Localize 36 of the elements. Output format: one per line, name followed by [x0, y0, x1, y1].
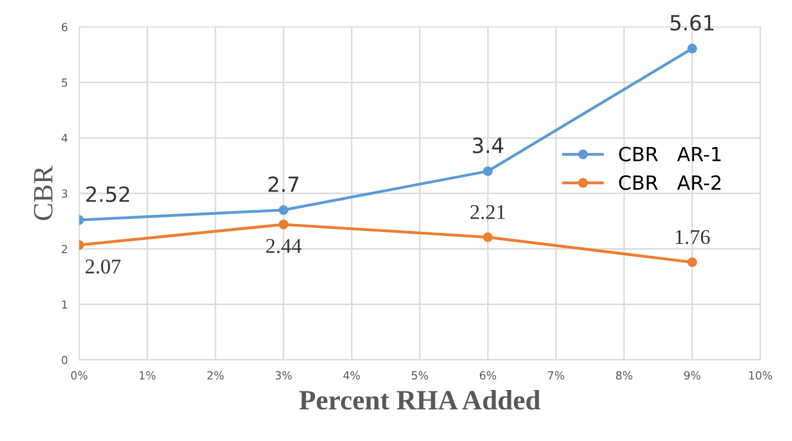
point	[483, 232, 493, 242]
x-tick-label: 2%	[207, 371, 224, 380]
y-tick-label: 6	[62, 22, 68, 32]
x-axis-title: Percent RHA Added	[299, 390, 540, 410]
y-tick-label: 0	[62, 356, 68, 364]
data-label: 2.7	[268, 176, 298, 192]
y-axis-title: CBR	[34, 166, 53, 220]
point	[687, 257, 698, 268]
data-label: 2.52	[86, 186, 130, 202]
x-tick-label: 9%	[684, 371, 700, 380]
x-tick-label: 7%	[548, 371, 564, 380]
data-label: 2.21	[470, 205, 505, 220]
y-tick-label: 5	[62, 78, 68, 87]
x-tick-label: 10%	[749, 371, 772, 380]
y-tick-label: 2	[62, 244, 67, 254]
data-label: 5.61	[670, 14, 714, 31]
legend-label: CBR AR-2	[619, 175, 720, 190]
x-tick-label: 5%	[412, 371, 428, 380]
data-label: 2.07	[86, 259, 121, 274]
y-tick-label: 3	[62, 189, 68, 198]
y-tick-label: 4	[62, 134, 68, 142]
data-label: 1.76	[676, 230, 710, 244]
y-tick-label: 1	[62, 300, 68, 309]
data-label: 3.4	[472, 138, 504, 154]
x-tick-label: 1%	[140, 371, 156, 380]
x-tick-label: 0%	[71, 371, 88, 380]
point	[483, 166, 493, 176]
point	[278, 205, 288, 215]
x-tick-label: 8%	[616, 371, 632, 380]
x-tick-label: 6%	[480, 371, 496, 380]
point	[278, 220, 288, 230]
point	[687, 44, 698, 54]
legend-label: CBR AR-1	[619, 146, 721, 162]
x-tick-label: 4%	[343, 371, 360, 380]
data-label: 2.44	[266, 239, 302, 254]
x-tick-label: 3%	[276, 371, 292, 380]
